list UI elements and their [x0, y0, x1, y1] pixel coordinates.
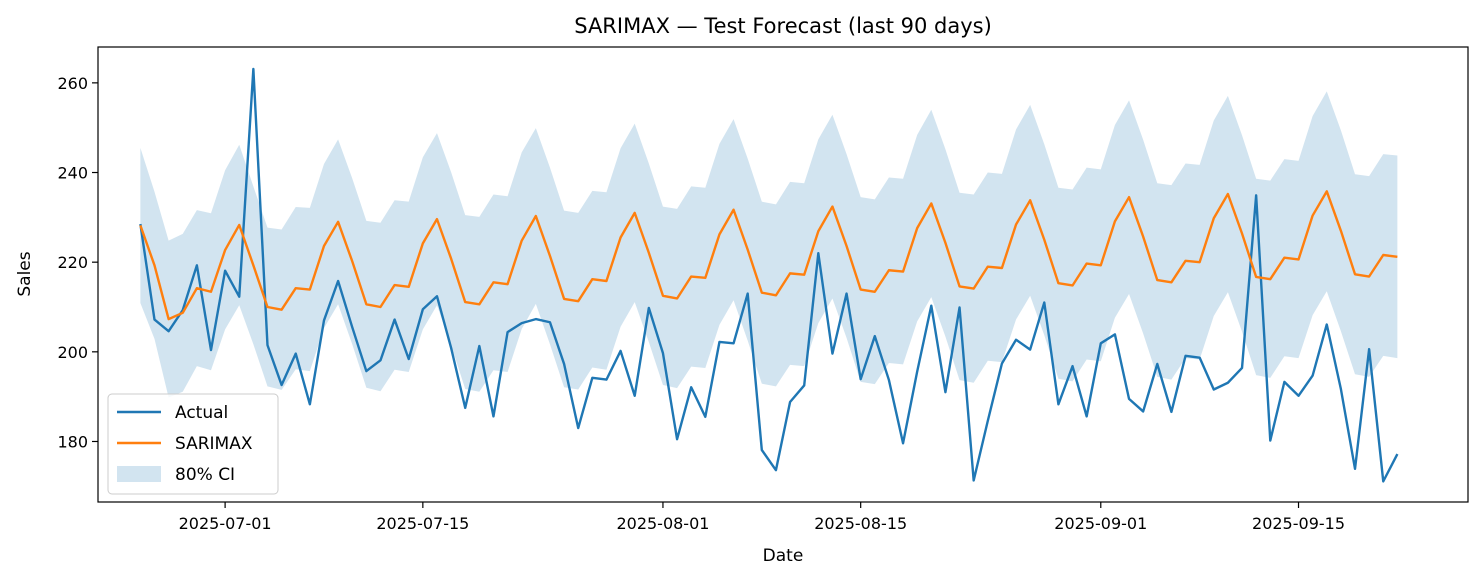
x-tick-label: 2025-08-01: [616, 514, 709, 533]
chart-title: SARIMAX — Test Forecast (last 90 days): [574, 14, 992, 38]
y-tick-label: 220: [57, 253, 88, 272]
x-tick-label: 2025-08-15: [814, 514, 907, 533]
y-tick-label: 180: [57, 432, 88, 451]
y-tick-label: 260: [57, 74, 88, 93]
plot-area: [139, 67, 1399, 483]
x-axis: 2025-07-01 2025-07-15 2025-08-01 2025-08-15…: [179, 502, 1345, 533]
legend-box: [107, 393, 279, 495]
x-axis-label: Date: [763, 546, 804, 566]
legend-swatch-ci: [117, 466, 161, 482]
x-tick-label: 2025-07-01: [179, 514, 272, 533]
x-tick-label: 2025-09-01: [1054, 514, 1147, 533]
plot-frame: [97, 46, 1469, 503]
y-axis: 180 200 220 240 260: [57, 74, 98, 451]
y-tick-label: 240: [57, 164, 88, 183]
y-tick-label: 200: [57, 343, 88, 362]
x-tick-label: 2025-07-15: [376, 514, 469, 533]
y-axis-label: Sales: [15, 251, 35, 296]
legend-label-actual: Actual: [175, 403, 228, 423]
ci-band: [140, 91, 1398, 398]
legend-label-ci: 80% CI: [175, 465, 235, 485]
legend-label-sarimax: SARIMAX: [175, 434, 253, 454]
legend: Actual SARIMAX 80% CI: [107, 393, 279, 495]
series-line-actual: [139, 67, 1399, 483]
series-line-sarimax: [139, 190, 1398, 321]
x-tick-label: 2025-09-15: [1252, 514, 1345, 533]
